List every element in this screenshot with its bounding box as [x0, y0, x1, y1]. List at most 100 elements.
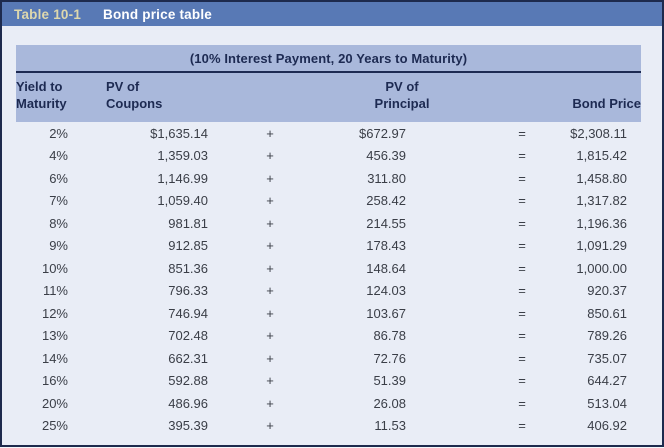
plus-operator: + — [266, 418, 274, 434]
plus-operator: + — [266, 125, 274, 141]
yield-cell: 9% — [49, 238, 68, 254]
column-header-row: Yield to Maturity PV of Coupons PV of Pr… — [16, 72, 641, 122]
bond-price-cell: 406.92 — [587, 418, 627, 434]
col-header-yield-to-maturity: Yield to Maturity — [16, 72, 106, 122]
plus-operator: + — [266, 350, 274, 366]
bond-price-cell: 789.26 — [587, 328, 627, 344]
equals-operator: = — [518, 148, 526, 164]
table-row: 13% 702.48 + 86.78 = 789.26 — [16, 324, 641, 347]
pv-coupons-cell: 796.33 — [168, 283, 208, 299]
table-row: 16% 592.88 + 51.39 = 644.27 — [16, 369, 641, 392]
yield-cell: 14% — [41, 350, 68, 366]
col-header-spacer — [232, 72, 308, 122]
bond-price-cell: 1,000.00 — [576, 260, 627, 276]
table-row: 6% 1,146.99 + 311.80 = 1,458.80 — [16, 167, 641, 190]
equals-operator: = — [518, 350, 526, 366]
table-row: 4% 1,359.03 + 456.39 = 1,815.42 — [16, 144, 641, 167]
plus-operator: + — [266, 193, 274, 209]
table-number-tag: Table 10-1 — [14, 6, 82, 22]
bond-price-cell: 735.07 — [587, 350, 627, 366]
bond-price-cell: 644.27 — [587, 373, 627, 389]
equals-operator: = — [518, 125, 526, 141]
yield-cell: 25% — [41, 418, 68, 434]
plus-operator: + — [266, 215, 274, 231]
col-header-bond-price: Bond Price — [496, 72, 641, 122]
table-row: 12% 746.94 + 103.67 = 850.61 — [16, 302, 641, 325]
bond-price-cell: 1,091.29 — [576, 238, 627, 254]
yield-cell: 4% — [49, 148, 68, 164]
equals-operator: = — [518, 418, 526, 434]
plus-operator: + — [266, 305, 274, 321]
bond-price-cell: 850.61 — [587, 305, 627, 321]
table-title: Bond price table — [103, 6, 212, 22]
table-row: 25% 395.39 + 11.53 = 406.92 — [16, 414, 641, 437]
yield-cell: 8% — [49, 215, 68, 231]
pv-principal-cell: 26.08 — [373, 395, 406, 411]
col-header-pv-of-coupons: PV of Coupons — [106, 72, 232, 122]
pv-principal-cell: 311.80 — [367, 170, 406, 186]
pv-coupons-cell: 395.39 — [168, 418, 208, 434]
figure-content: (10% Interest Payment, 20 Years to Matur… — [2, 26, 662, 437]
yield-cell: 2% — [49, 125, 68, 141]
plus-operator: + — [266, 395, 274, 411]
plus-operator: + — [266, 373, 274, 389]
pv-principal-cell: 103.67 — [366, 305, 406, 321]
table-subtitle: (10% Interest Payment, 20 Years to Matur… — [16, 45, 641, 73]
pv-coupons-cell: 1,059.40 — [157, 193, 208, 209]
bond-price-cell: 1,815.42 — [576, 148, 627, 164]
pv-coupons-cell: 912.85 — [168, 238, 208, 254]
yield-cell: 10% — [41, 260, 68, 276]
yield-cell: 13% — [41, 328, 68, 344]
yield-cell: 6% — [49, 170, 68, 186]
equals-operator: = — [518, 193, 526, 209]
pv-coupons-cell: 702.48 — [168, 328, 208, 344]
bond-price-cell: 1,317.82 — [576, 193, 627, 209]
equals-operator: = — [518, 215, 526, 231]
table-body: 2% $1,635.14 + $672.97 = $2,308.11 4% 1,… — [16, 122, 641, 437]
table-row: 20% 486.96 + 26.08 = 513.04 — [16, 392, 641, 415]
pv-coupons-cell: $1,635.14 — [150, 125, 208, 141]
plus-operator: + — [266, 148, 274, 164]
pv-coupons-cell: 746.94 — [168, 305, 208, 321]
pv-principal-cell: 11.53 — [374, 418, 406, 434]
equals-operator: = — [518, 395, 526, 411]
pv-principal-cell: 124.03 — [366, 283, 406, 299]
bond-price-cell: 920.37 — [587, 283, 627, 299]
pv-coupons-cell: 592.88 — [168, 373, 208, 389]
table-row: 9% 912.85 + 178.43 = 1,091.29 — [16, 234, 641, 257]
plus-operator: + — [266, 238, 274, 254]
pv-coupons-cell: 662.31 — [168, 350, 208, 366]
pv-coupons-cell: 981.81 — [168, 215, 208, 231]
pv-principal-cell: 86.78 — [373, 328, 406, 344]
pv-coupons-cell: 1,359.03 — [157, 148, 208, 164]
yield-cell: 7% — [49, 193, 68, 209]
equals-operator: = — [518, 260, 526, 276]
subtitle-row: (10% Interest Payment, 20 Years to Matur… — [16, 45, 641, 73]
plus-operator: + — [266, 170, 274, 186]
equals-operator: = — [518, 305, 526, 321]
bond-price-cell: $2,308.11 — [570, 125, 627, 141]
equals-operator: = — [518, 170, 526, 186]
plus-operator: + — [266, 283, 274, 299]
bond-price-cell: 1,196.36 — [576, 215, 627, 231]
yield-cell: 11% — [42, 283, 68, 299]
table-row: 7% 1,059.40 + 258.42 = 1,317.82 — [16, 189, 641, 212]
table-row: 8% 981.81 + 214.55 = 1,196.36 — [16, 212, 641, 235]
pv-principal-cell: 51.39 — [373, 373, 406, 389]
equals-operator: = — [518, 283, 526, 299]
table-row: 14% 662.31 + 72.76 = 735.07 — [16, 347, 641, 370]
bond-price-table: (10% Interest Payment, 20 Years to Matur… — [16, 45, 641, 437]
pv-principal-cell: $672.97 — [359, 125, 406, 141]
pv-principal-cell: 148.64 — [366, 260, 406, 276]
col-header-pv-of-principal: PV of Principal — [308, 72, 496, 122]
plus-operator: + — [266, 328, 274, 344]
pv-principal-cell: 456.39 — [366, 148, 406, 164]
figure-title-bar: Table 10-1 Bond price table — [2, 2, 662, 26]
table-row: 2% $1,635.14 + $672.97 = $2,308.11 — [16, 122, 641, 145]
bond-price-cell: 513.04 — [587, 395, 627, 411]
pv-principal-cell: 72.76 — [373, 350, 406, 366]
yield-cell: 12% — [41, 305, 68, 321]
pv-coupons-cell: 1,146.99 — [157, 170, 208, 186]
plus-operator: + — [266, 260, 274, 276]
